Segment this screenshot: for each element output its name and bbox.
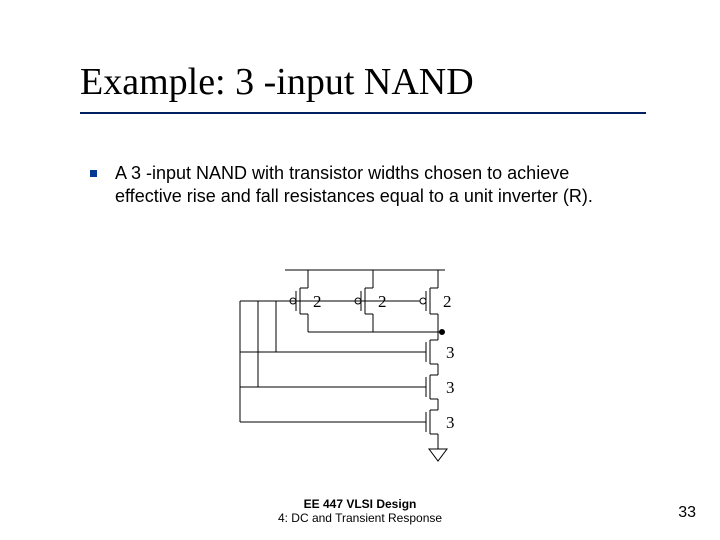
svg-text:3: 3 bbox=[446, 378, 455, 397]
footer-line2: 4: DC and Transient Response bbox=[278, 511, 442, 525]
svg-text:3: 3 bbox=[446, 343, 455, 362]
footer: EE 447 VLSI Design 4: DC and Transient R… bbox=[0, 498, 720, 526]
bullet-block: A 3 -input NAND with transistor widths c… bbox=[115, 162, 635, 207]
svg-text:2: 2 bbox=[443, 292, 452, 311]
title-underline bbox=[80, 112, 646, 114]
slide-title: Example: 3 -input NAND bbox=[80, 60, 474, 104]
footer-line1: EE 447 VLSI Design bbox=[304, 497, 417, 511]
slide: Example: 3 -input NAND A 3 -input NAND w… bbox=[0, 0, 720, 540]
svg-text:3: 3 bbox=[446, 413, 455, 432]
page-number: 33 bbox=[678, 504, 696, 522]
bullet-icon bbox=[90, 170, 97, 177]
body-text: A 3 -input NAND with transistor widths c… bbox=[115, 162, 635, 207]
circuit-diagram: 222333 bbox=[230, 262, 490, 467]
